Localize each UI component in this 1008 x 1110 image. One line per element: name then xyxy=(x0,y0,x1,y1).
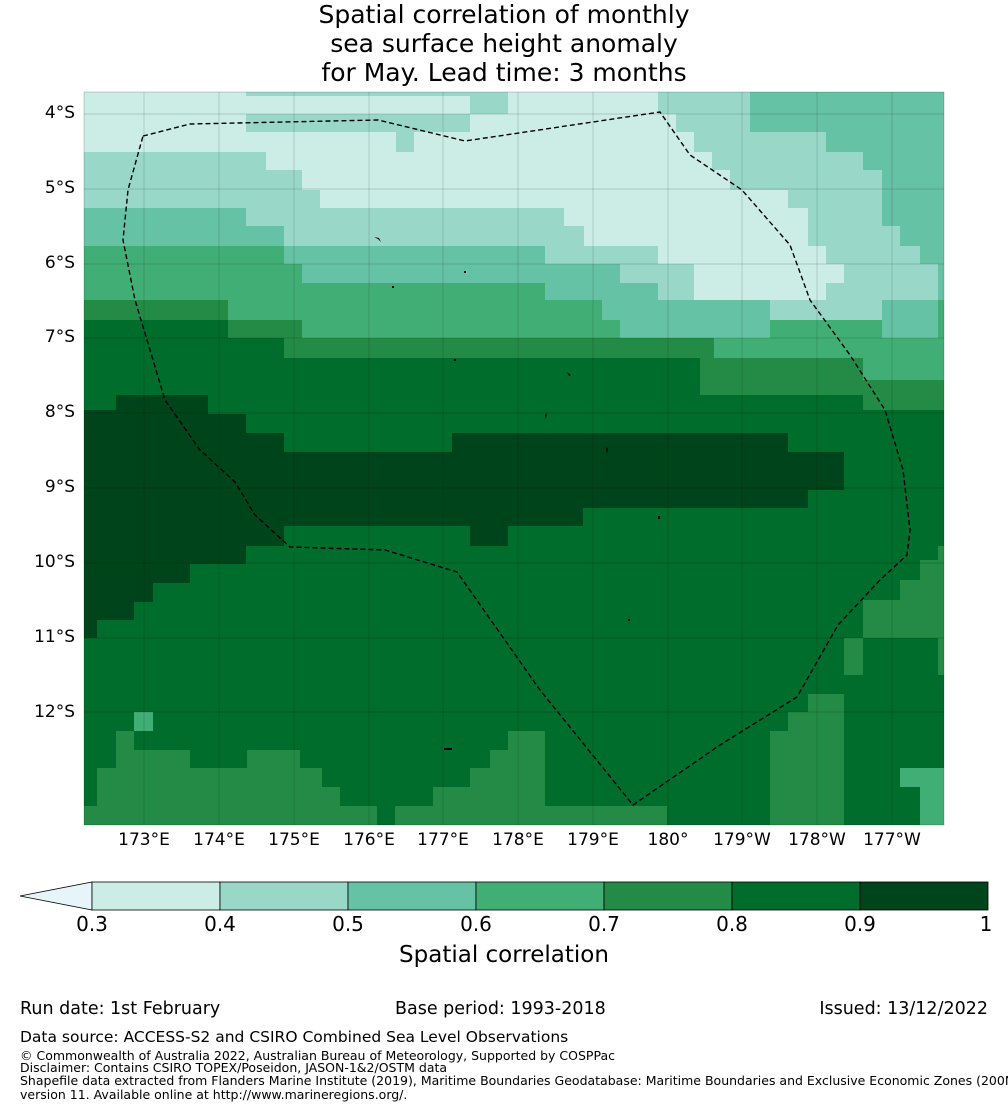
title-line-1: Spatial correlation of monthly xyxy=(318,0,690,29)
lat-label: 6°S xyxy=(44,253,75,273)
island xyxy=(464,271,466,273)
lat-label: 10°S xyxy=(34,552,75,572)
lon-label: 178°E xyxy=(492,830,544,850)
correlation-band xyxy=(900,768,944,825)
data-source: Data source: ACCESS-S2 and CSIRO Combine… xyxy=(20,1028,569,1046)
colorbar-tick: 0.6 xyxy=(460,912,492,936)
lon-label: 179°E xyxy=(567,830,619,850)
colorbar-box xyxy=(475,881,605,911)
lon-label: 180° xyxy=(647,830,689,850)
island xyxy=(628,619,630,621)
lat-label: 8°S xyxy=(44,402,75,422)
colorbar-tick: 0.7 xyxy=(588,912,620,936)
colorbar-box xyxy=(731,881,861,911)
eez-boundary xyxy=(122,111,911,806)
lon-label: 177°E xyxy=(417,830,469,850)
lon-label: 179°W xyxy=(713,830,771,850)
colorbar-tick: 1 xyxy=(979,912,993,936)
chart-title: Spatial correlation of monthly sea surfa… xyxy=(0,0,1008,87)
lon-label: 174°E xyxy=(193,830,245,850)
colorbar-boxes xyxy=(19,881,989,911)
lat-label: 9°S xyxy=(44,477,75,497)
correlation-band xyxy=(84,395,844,638)
island xyxy=(392,286,394,288)
colorbar-tick: 0.3 xyxy=(76,912,108,936)
run-date: Run date: 1st February xyxy=(20,999,221,1019)
lat-label: 11°S xyxy=(34,627,75,647)
shapefile-note-2: version 11. Available online at http://w… xyxy=(20,1087,408,1102)
islands xyxy=(374,237,660,750)
copyright: © Commonwealth of Australia 2022, Austra… xyxy=(20,1048,615,1063)
lat-label: 7°S xyxy=(44,327,75,347)
map-gridlines xyxy=(84,92,944,825)
correlation-band xyxy=(84,92,844,300)
correlation-bands xyxy=(84,92,944,825)
correlation-band xyxy=(134,712,153,731)
island xyxy=(658,516,660,519)
colorbar-box xyxy=(219,881,349,911)
colorbar-tick: 0.4 xyxy=(204,912,236,936)
lat-label: 4°S xyxy=(44,103,75,123)
correlation-band xyxy=(84,731,377,825)
title-line-3: for May. Lead time: 3 months xyxy=(321,58,687,87)
colorbar-tick: 0.5 xyxy=(332,912,364,936)
colorbar-tick: 0.8 xyxy=(716,912,748,936)
lon-label: 176°E xyxy=(343,830,395,850)
title-line-2: sea surface height anomaly xyxy=(330,29,678,58)
correlation-band xyxy=(395,731,667,825)
correlation-band xyxy=(750,92,944,264)
lon-label: 177°W xyxy=(863,830,921,850)
colorbar-box xyxy=(859,881,989,911)
correlation-map xyxy=(83,91,945,826)
base-period: Base period: 1993-2018 xyxy=(395,999,606,1019)
correlation-band xyxy=(770,546,944,825)
colorbar-box xyxy=(603,881,733,911)
lon-label: 178°W xyxy=(788,830,846,850)
correlation-band xyxy=(84,114,246,152)
colorbar-tick: 0.9 xyxy=(844,912,876,936)
island xyxy=(454,359,456,361)
issued-date: Issued: 13/12/2022 xyxy=(819,999,988,1019)
lon-label: 173°E xyxy=(118,830,170,850)
map-frame xyxy=(83,91,945,826)
disclaimer: Disclaimer: Contains CSIRO TOPEX/Poseido… xyxy=(20,1060,448,1075)
colorbar-box xyxy=(347,881,477,911)
island xyxy=(444,748,452,750)
lat-label: 12°S xyxy=(34,702,75,722)
colorbar-label: Spatial correlation xyxy=(399,942,609,968)
colorbar-under-arrow xyxy=(19,881,93,911)
island xyxy=(545,413,547,419)
island xyxy=(567,372,571,376)
lon-label: 175°E xyxy=(268,830,320,850)
colorbar xyxy=(19,881,989,911)
island xyxy=(374,237,381,242)
colorbar-box xyxy=(91,881,221,911)
island xyxy=(606,447,608,454)
correlation-band xyxy=(84,92,246,114)
shapefile-note-1: Shapefile data extracted from Flanders M… xyxy=(20,1073,1008,1088)
lat-label: 5°S xyxy=(44,178,75,198)
